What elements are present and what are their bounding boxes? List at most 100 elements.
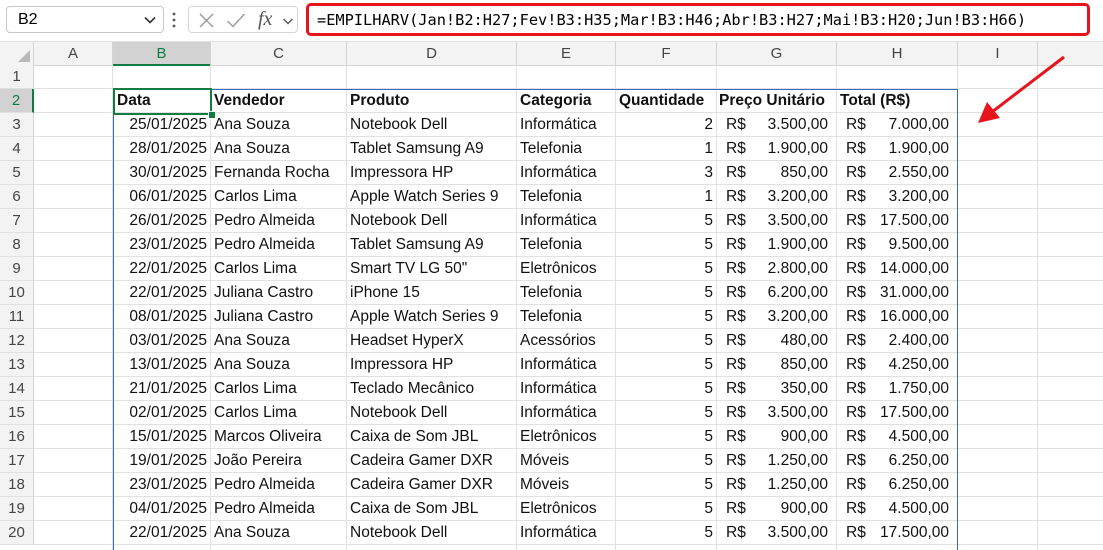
cell-data[interactable]: 19/01/2025	[129, 452, 207, 469]
cell-categoria[interactable]: Eletrônicos	[520, 260, 597, 277]
row-header-4[interactable]: 4	[0, 137, 34, 161]
cell-quantidade[interactable]: 5	[704, 452, 713, 469]
active-cell-b2[interactable]	[113, 88, 212, 115]
cell-preco-currency[interactable]: R$	[726, 500, 746, 517]
row-header-15[interactable]: 15	[0, 401, 34, 425]
cell-vendedor[interactable]: Ana Souza	[214, 524, 290, 541]
row-header-3[interactable]: 3	[0, 113, 34, 137]
cell-categoria[interactable]: Informática	[520, 380, 597, 397]
header-produto[interactable]: Produto	[350, 92, 410, 109]
cell-total[interactable]: 14.000,00	[880, 260, 949, 277]
cell-preco-currency[interactable]: R$	[726, 428, 746, 445]
cell-total[interactable]: 1.750,00	[888, 380, 949, 397]
cell-total-currency[interactable]: R$	[846, 212, 866, 229]
cell-produto[interactable]: Teclado Mecânico	[350, 380, 475, 397]
cell-produto[interactable]: Caixa de Som JBL	[350, 500, 479, 517]
cell-preco-currency[interactable]: R$	[726, 116, 746, 133]
chevron-down-icon[interactable]	[143, 13, 157, 27]
cell-total[interactable]: 6.250,00	[888, 452, 949, 469]
cell-total[interactable]: 3.200,00	[888, 188, 949, 205]
cell-data[interactable]: 15/01/2025	[129, 428, 207, 445]
cell-total-currency[interactable]: R$	[846, 380, 866, 397]
cell-produto[interactable]: Notebook Dell	[350, 212, 448, 229]
cell-produto[interactable]: Impressora HP	[350, 164, 454, 181]
cell-preco[interactable]: 2.800,00	[767, 260, 828, 277]
row-header-8[interactable]: 8	[0, 233, 34, 257]
cell-total-currency[interactable]: R$	[846, 116, 866, 133]
column-header-i[interactable]: I	[958, 42, 1038, 65]
cell-produto[interactable]: iPhone 15	[350, 284, 420, 301]
cell-categoria[interactable]: Telefonia	[520, 140, 583, 157]
cell-total[interactable]: 2.400,00	[888, 332, 949, 349]
cell-total[interactable]: 2.550,00	[888, 164, 949, 181]
cell-vendedor[interactable]: Pedro Almeida	[214, 500, 315, 517]
cell-preco[interactable]: 350,00	[780, 380, 828, 397]
cell-produto[interactable]: Notebook Dell	[350, 404, 448, 421]
cell-preco[interactable]: 3.200,00	[767, 308, 828, 325]
cell-vendedor[interactable]: Ana Souza	[214, 116, 290, 133]
cell-total[interactable]: 17.500,00	[880, 404, 949, 421]
chevron-down-icon[interactable]	[282, 15, 294, 27]
cell-data[interactable]: 13/01/2025	[129, 356, 207, 373]
cell-categoria[interactable]: Telefonia	[520, 236, 583, 253]
cell-quantidade[interactable]: 3	[704, 164, 713, 181]
row-header-5[interactable]: 5	[0, 161, 34, 185]
cell-data[interactable]: 26/01/2025	[129, 212, 207, 229]
cell-data[interactable]: 22/01/2025	[129, 524, 207, 541]
cell-total-currency[interactable]: R$	[846, 164, 866, 181]
header-preco[interactable]: Preço Unitário	[719, 92, 825, 109]
cell-categoria[interactable]: Informática	[520, 164, 597, 181]
cell-total-currency[interactable]: R$	[846, 332, 866, 349]
cell-produto[interactable]: Smart TV LG 50"	[350, 260, 468, 277]
cell-produto[interactable]: Notebook Dell	[350, 116, 448, 133]
cell-total[interactable]: 16.000,00	[880, 308, 949, 325]
cell-data[interactable]: 22/01/2025	[129, 284, 207, 301]
cell-vendedor[interactable]: Carlos Lima	[214, 380, 297, 397]
cell-preco-currency[interactable]: R$	[726, 164, 746, 181]
column-header-g[interactable]: G	[717, 42, 837, 65]
insert-function-button[interactable]: fx	[258, 8, 273, 30]
cell-preco[interactable]: 3.500,00	[767, 524, 828, 541]
cell-preco[interactable]: 850,00	[780, 164, 828, 181]
cell-total[interactable]: 31.000,00	[880, 284, 949, 301]
cell-preco-currency[interactable]: R$	[726, 284, 746, 301]
cell-preco[interactable]: 900,00	[780, 428, 828, 445]
cell-preco-currency[interactable]: R$	[726, 260, 746, 277]
cell-preco-currency[interactable]: R$	[726, 380, 746, 397]
cell-produto[interactable]: Impressora HP	[350, 356, 454, 373]
cell-categoria[interactable]: Acessórios	[520, 332, 596, 349]
cell-data[interactable]: 22/01/2025	[129, 260, 207, 277]
cell-categoria[interactable]: Informática	[520, 212, 597, 229]
close-icon[interactable]	[198, 12, 215, 29]
cell-quantidade[interactable]: 1	[704, 140, 713, 157]
cell-total-currency[interactable]: R$	[846, 284, 866, 301]
column-header-d[interactable]: D	[347, 42, 517, 65]
row-header-12[interactable]: 12	[0, 329, 34, 353]
cell-total-currency[interactable]: R$	[846, 524, 866, 541]
cell-quantidade[interactable]: 2	[704, 116, 713, 133]
cell-produto[interactable]: Notebook Dell	[350, 524, 448, 541]
cell-preco[interactable]: 480,00	[780, 332, 828, 349]
cell-data[interactable]: 23/01/2025	[129, 476, 207, 493]
cell-total-currency[interactable]: R$	[846, 500, 866, 517]
cell-quantidade[interactable]: 5	[704, 500, 713, 517]
cell-quantidade[interactable]: 5	[704, 476, 713, 493]
column-header-f[interactable]: F	[616, 42, 717, 65]
cell-quantidade[interactable]: 1	[704, 188, 713, 205]
cell-preco[interactable]: 3.500,00	[767, 404, 828, 421]
cell-produto[interactable]: Tablet Samsung A9	[350, 236, 484, 253]
header-data[interactable]: Data	[117, 92, 151, 109]
cell-preco[interactable]: 3.200,00	[767, 188, 828, 205]
cell-preco-currency[interactable]: R$	[726, 212, 746, 229]
cell-vendedor[interactable]: Carlos Lima	[214, 260, 297, 277]
cell-quantidade[interactable]: 5	[704, 524, 713, 541]
cell-vendedor[interactable]: Carlos Lima	[214, 188, 297, 205]
cell-vendedor[interactable]: Pedro Almeida	[214, 476, 315, 493]
column-header-e[interactable]: E	[517, 42, 616, 65]
cell-total-currency[interactable]: R$	[846, 140, 866, 157]
cell-preco[interactable]: 6.200,00	[767, 284, 828, 301]
column-header-a[interactable]: A	[34, 42, 113, 65]
cell-total[interactable]: 6.250,00	[888, 476, 949, 493]
row-header-19[interactable]: 19	[0, 497, 34, 521]
cell-categoria[interactable]: Informática	[520, 404, 597, 421]
